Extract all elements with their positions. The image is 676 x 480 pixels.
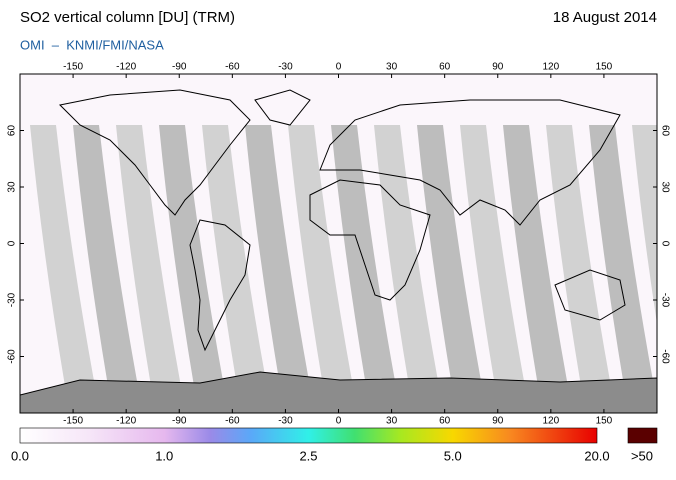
subtitle: OMI – KNMI/FMI/NASA bbox=[20, 37, 164, 52]
coastlines bbox=[58, 89, 626, 352]
lon-tick-label: 30 bbox=[386, 416, 398, 427]
lon-tick-label: 90 bbox=[492, 62, 504, 73]
swath bbox=[245, 125, 311, 392]
lon-tick-label: -120 bbox=[116, 62, 136, 73]
colorbar bbox=[19, 427, 598, 444]
colorbar-label: 0.0 bbox=[11, 448, 29, 463]
lon-tick-label: -90 bbox=[172, 62, 187, 73]
lon-tick-label: 150 bbox=[596, 416, 613, 427]
lat-tick-label: 60 bbox=[659, 125, 670, 137]
lat-tick-label: -30 bbox=[7, 292, 18, 307]
map bbox=[20, 74, 657, 413]
colorbar-label: 5.0 bbox=[444, 448, 462, 463]
lon-tick-label: -120 bbox=[116, 416, 136, 427]
lon-tick-label: 0 bbox=[336, 416, 342, 427]
australia bbox=[554, 269, 626, 321]
lon-tick-label: 0 bbox=[336, 62, 342, 73]
lon-tick-label: 120 bbox=[542, 62, 559, 73]
lat-tick-label: 30 bbox=[659, 181, 670, 193]
swath bbox=[374, 125, 440, 392]
colorbar-label: 1.0 bbox=[155, 448, 173, 463]
colorbar-overflow-label: >50 bbox=[631, 448, 653, 463]
swath bbox=[202, 125, 268, 392]
lon-tick-label: 150 bbox=[596, 62, 613, 73]
swath bbox=[417, 125, 483, 392]
swath bbox=[331, 125, 397, 392]
antarctica bbox=[20, 371, 657, 413]
swath bbox=[73, 125, 139, 392]
lon-tick-label: -30 bbox=[278, 62, 293, 73]
eurasia bbox=[319, 99, 621, 226]
colorbar-labels: 0.0 1.0 2.5 5.0 20.0 bbox=[11, 448, 610, 463]
swath bbox=[159, 125, 225, 392]
lat-tick-label: 0 bbox=[7, 240, 18, 246]
south-america bbox=[189, 219, 251, 352]
lon-tick-label: -150 bbox=[63, 62, 83, 73]
swath bbox=[589, 125, 655, 392]
swath bbox=[288, 125, 354, 392]
lon-tick-label: 90 bbox=[492, 416, 504, 427]
swaths bbox=[30, 125, 657, 392]
lon-tick-label: 30 bbox=[386, 62, 398, 73]
greenland bbox=[254, 89, 311, 126]
swath bbox=[546, 125, 612, 392]
north-america bbox=[58, 89, 251, 216]
lon-tick-label: 120 bbox=[542, 416, 559, 427]
lon-tick-label: -30 bbox=[278, 416, 293, 427]
lon-tick-label: 60 bbox=[439, 416, 451, 427]
title: SO2 vertical column [DU] (TRM) bbox=[20, 9, 235, 26]
colorbar-overflow bbox=[627, 427, 658, 444]
lon-tick-label: 60 bbox=[439, 62, 451, 73]
swath bbox=[503, 125, 569, 392]
lon-tick-label: -90 bbox=[172, 416, 187, 427]
lat-tick-label: -60 bbox=[659, 349, 670, 364]
lat-tick-label: -60 bbox=[7, 349, 18, 364]
lon-tick-label: -150 bbox=[63, 416, 83, 427]
lat-tick-label: 30 bbox=[7, 181, 18, 193]
date: 18 August 2014 bbox=[553, 9, 657, 26]
lon-tick-label: -60 bbox=[225, 416, 240, 427]
africa bbox=[309, 179, 431, 301]
swath bbox=[632, 125, 657, 324]
colorbar-label: 2.5 bbox=[299, 448, 317, 463]
lat-tick-label: 0 bbox=[659, 241, 670, 247]
lat-tick-label: -30 bbox=[659, 293, 670, 308]
lat-tick-label: 60 bbox=[7, 125, 18, 137]
swath bbox=[116, 125, 182, 392]
swath bbox=[460, 125, 526, 392]
swath bbox=[30, 125, 96, 392]
colorbar-label: 20.0 bbox=[584, 448, 609, 463]
lon-tick-label: -60 bbox=[225, 62, 240, 73]
